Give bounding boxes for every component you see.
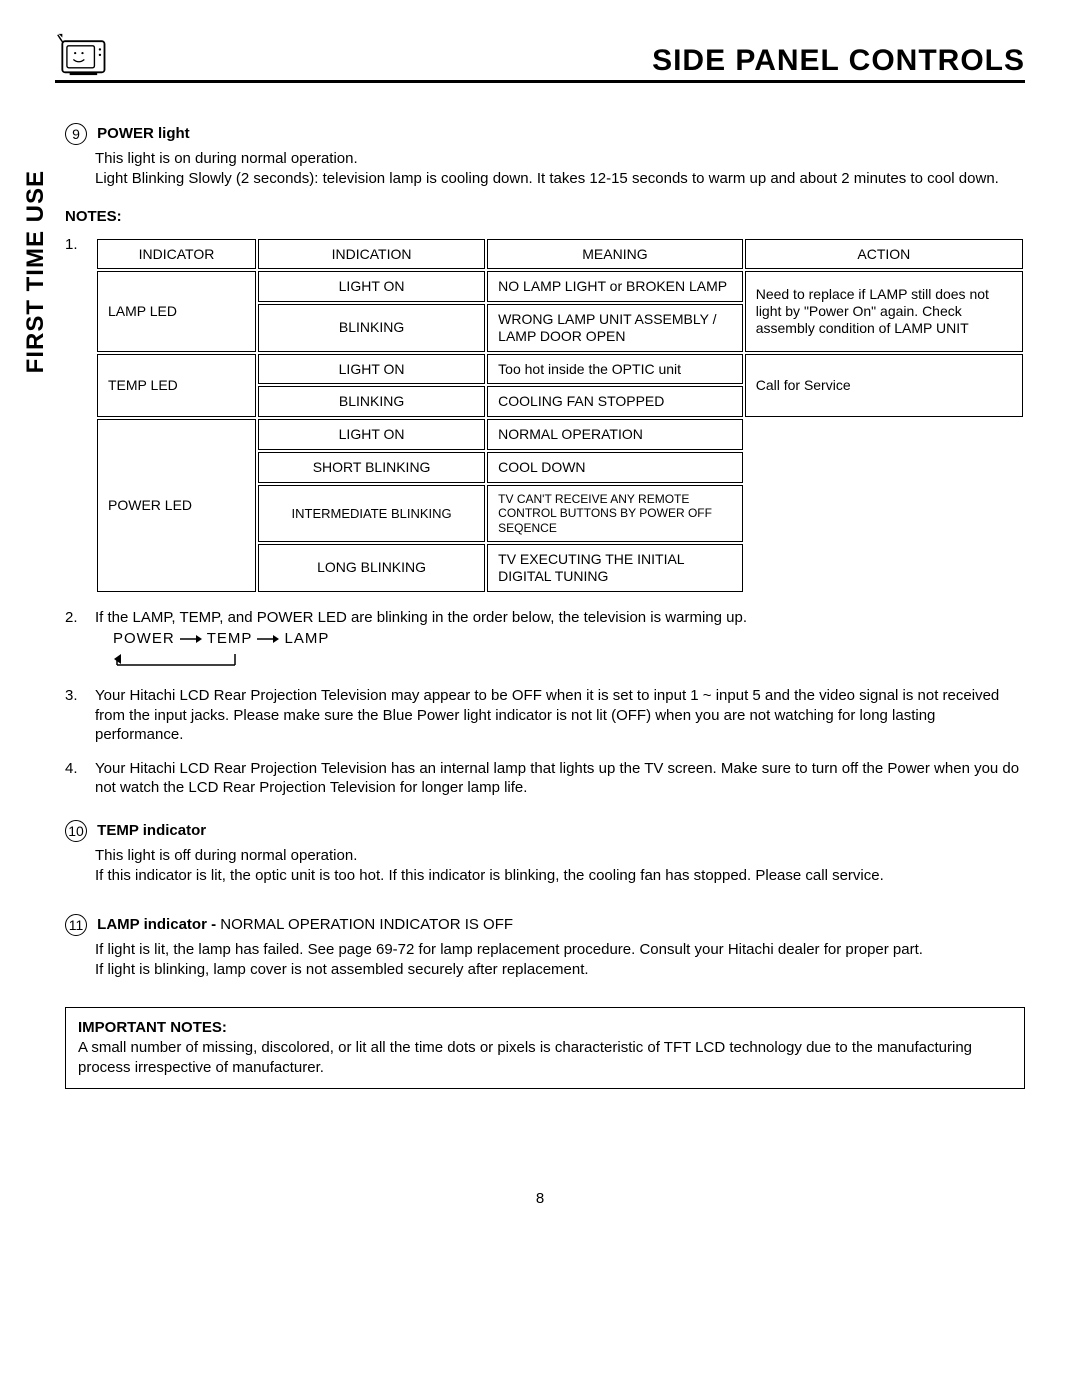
- cell: TV CAN'T RECEIVE ANY REMOTE CONTROL BUTT…: [487, 485, 743, 542]
- cell: NO LAMP LIGHT or BROKEN LAMP: [487, 271, 743, 302]
- notes-heading: NOTES:: [65, 208, 1025, 225]
- section-temp-indicator: 10 TEMP indicator This light is off duri…: [65, 820, 1025, 887]
- th-indicator: INDICATOR: [97, 239, 256, 270]
- page-header: SIDE PANEL CONTROLS: [55, 30, 1025, 83]
- cell: LONG BLINKING: [258, 544, 485, 592]
- note-num-1: 1.: [65, 235, 81, 594]
- note-2: 2. If the LAMP, TEMP, and POWER LED are …: [65, 608, 1025, 673]
- page-title: SIDE PANEL CONTROLS: [652, 44, 1025, 78]
- note2-text: If the LAMP, TEMP, and POWER LED are bli…: [95, 608, 1025, 628]
- seq-temp: TEMP: [207, 630, 252, 647]
- cell: SHORT BLINKING: [258, 452, 485, 483]
- cell: INTERMEDIATE BLINKING: [258, 485, 485, 542]
- cell-lamp-action: Need to replace if LAMP still does not l…: [745, 271, 1023, 351]
- side-label: FIRST TIME USE: [22, 170, 50, 373]
- note4-text: Your Hitachi LCD Rear Projection Televis…: [95, 759, 1025, 798]
- circled-11: 11: [65, 914, 87, 936]
- power-light-text2: Light Blinking Slowly (2 seconds): telev…: [95, 169, 1025, 189]
- circled-9: 9: [65, 123, 87, 145]
- cell-power-led: POWER LED: [97, 419, 256, 591]
- temp-indicator-title: TEMP indicator: [97, 822, 206, 839]
- cell-temp-led: TEMP LED: [97, 354, 256, 418]
- cell: LIGHT ON: [258, 419, 485, 450]
- note-num-2: 2.: [65, 608, 81, 673]
- cell: LIGHT ON: [258, 354, 485, 385]
- note-4: 4. Your Hitachi LCD Rear Projection Tele…: [65, 759, 1025, 798]
- important-notes-box: IMPORTANT NOTES: A small number of missi…: [65, 1007, 1025, 1090]
- main-content: 9 POWER light This light is on during no…: [65, 123, 1025, 1089]
- cell: COOLING FAN STOPPED: [487, 386, 743, 417]
- note-1: 1. INDICATOR INDICATION MEANING ACTION L…: [65, 235, 1025, 594]
- section-lamp-indicator: 11 LAMP indicator - NORMAL OPERATION IND…: [65, 914, 1025, 981]
- temp-text1: This light is off during normal operatio…: [95, 846, 1025, 866]
- cell: NORMAL OPERATION: [487, 419, 743, 450]
- cell: LIGHT ON: [258, 271, 485, 302]
- cell-temp-action: Call for Service: [745, 354, 1023, 418]
- power-light-text1: This light is on during normal operation…: [95, 149, 1025, 169]
- th-indication: INDICATION: [258, 239, 485, 270]
- tv-icon: [55, 30, 110, 78]
- lamp-indicator-subtitle: NORMAL OPERATION INDICATOR IS OFF: [220, 916, 513, 933]
- note3-text: Your Hitachi LCD Rear Projection Televis…: [95, 686, 1025, 745]
- section-power-light: 9 POWER light This light is on during no…: [65, 123, 1025, 190]
- important-text: A small number of missing, discolored, o…: [78, 1039, 972, 1076]
- power-light-title: POWER light: [97, 125, 190, 142]
- loop-arrow-icon: [113, 651, 243, 667]
- note-num-4: 4.: [65, 759, 81, 798]
- lamp-text2: If light is blinking, lamp cover is not …: [95, 960, 1025, 980]
- lamp-text1: If light is lit, the lamp has failed. Se…: [95, 940, 1025, 960]
- lamp-indicator-title: LAMP indicator -: [97, 916, 220, 933]
- seq-power: POWER: [113, 630, 175, 647]
- cell: BLINKING: [258, 304, 485, 352]
- note-3: 3. Your Hitachi LCD Rear Projection Tele…: [65, 686, 1025, 745]
- page-number: 8: [536, 1190, 544, 1207]
- note-num-3: 3.: [65, 686, 81, 745]
- important-title: IMPORTANT NOTES:: [78, 1019, 227, 1036]
- th-action: ACTION: [745, 239, 1023, 270]
- th-meaning: MEANING: [487, 239, 743, 270]
- led-indicator-table: INDICATOR INDICATION MEANING ACTION LAMP…: [95, 237, 1025, 594]
- cell: COOL DOWN: [487, 452, 743, 483]
- temp-text2: If this indicator is lit, the optic unit…: [95, 866, 1025, 886]
- cell-empty: [745, 419, 1023, 591]
- circled-10: 10: [65, 820, 87, 842]
- cell: Too hot inside the OPTIC unit: [487, 354, 743, 385]
- seq-lamp: LAMP: [285, 630, 330, 647]
- cell: TV EXECUTING THE INITIAL DIGITAL TUNING: [487, 544, 743, 592]
- cell: BLINKING: [258, 386, 485, 417]
- warmup-sequence: POWER TEMP LAMP: [113, 629, 1025, 649]
- cell: WRONG LAMP UNIT ASSEMBLY / LAMP DOOR OPE…: [487, 304, 743, 352]
- cell-lamp-led: LAMP LED: [97, 271, 256, 351]
